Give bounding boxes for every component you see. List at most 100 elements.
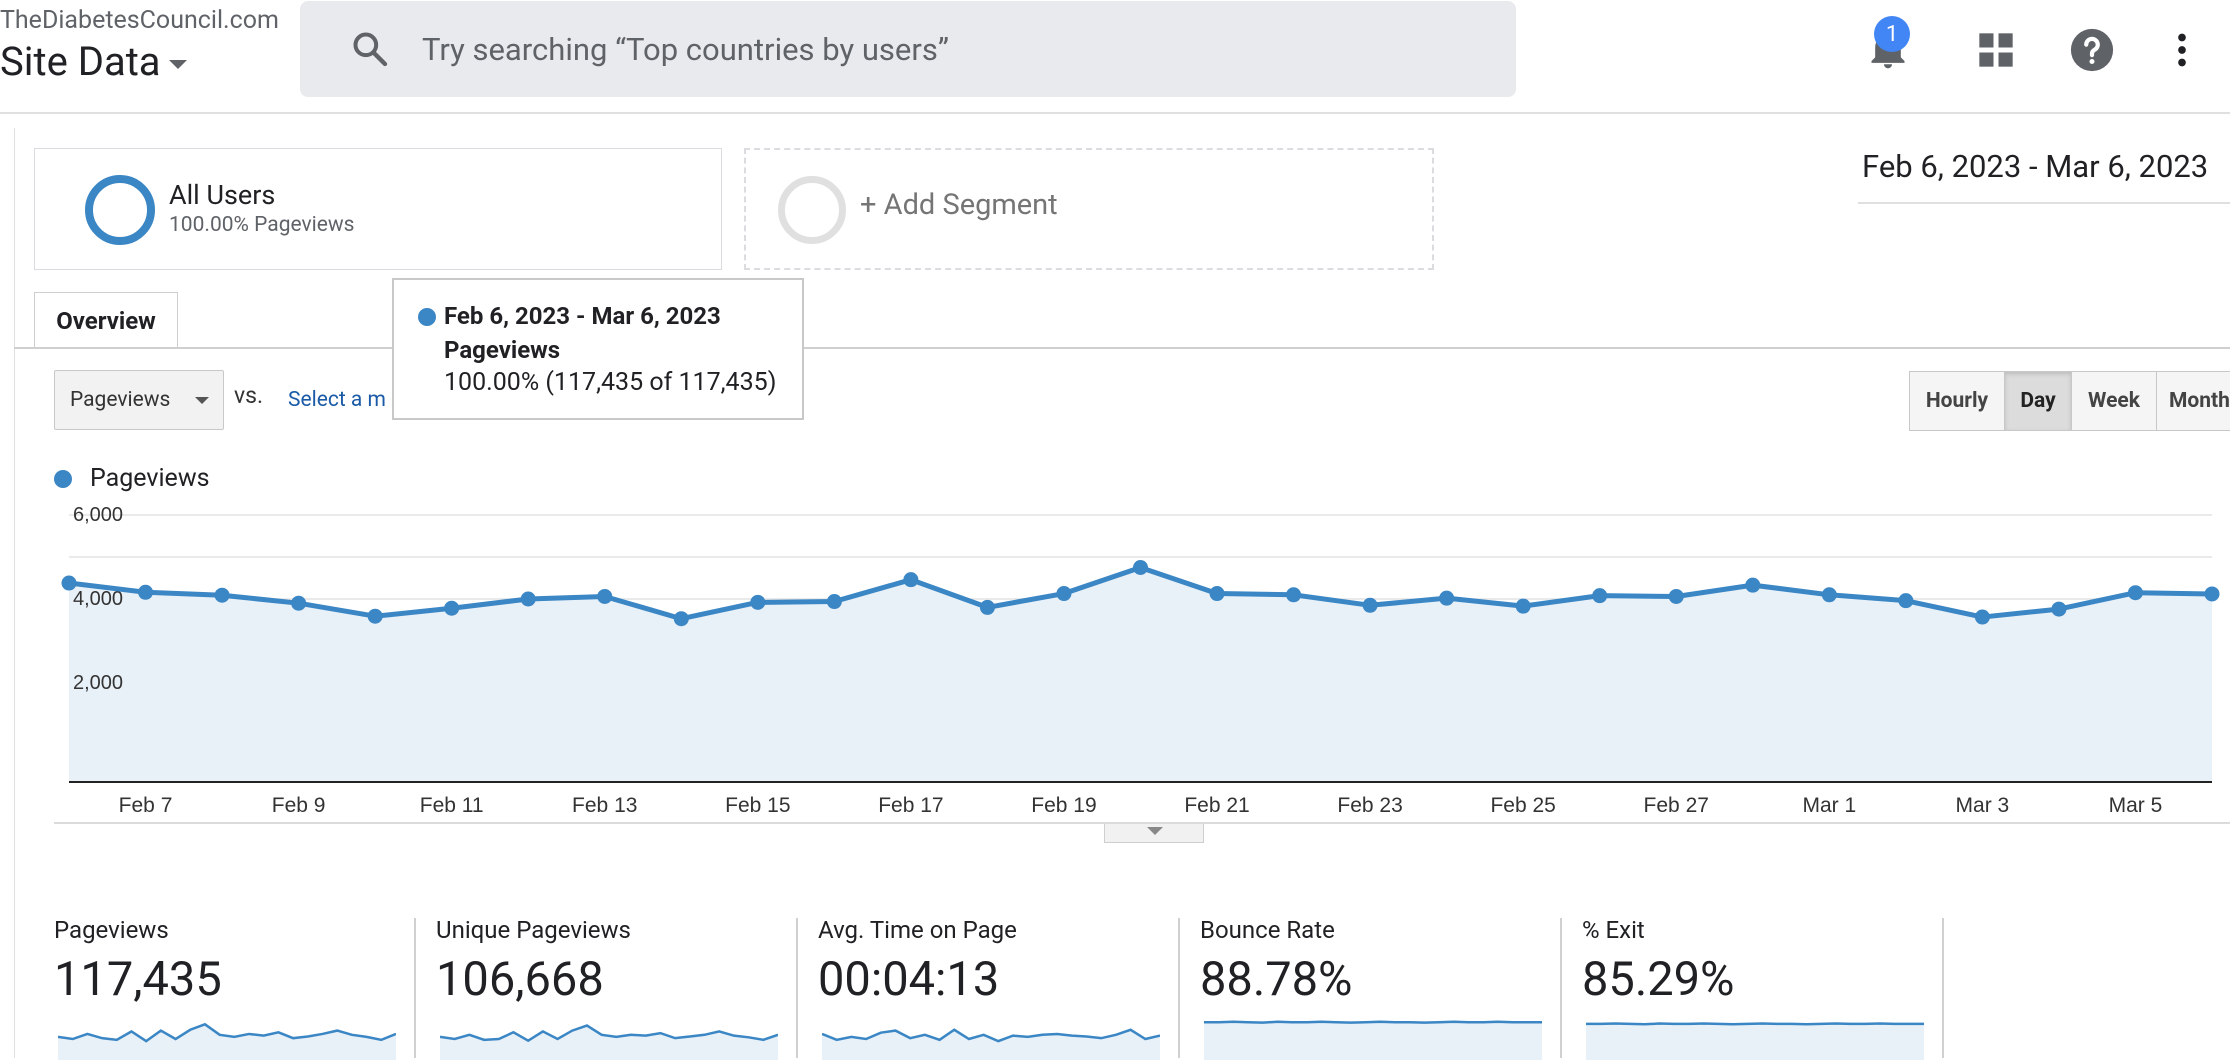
data-point <box>1209 586 1225 602</box>
data-point <box>826 594 842 610</box>
x-tick-label: Feb 13 <box>572 794 637 817</box>
tab-overview[interactable]: Overview <box>34 292 178 348</box>
scorecard-label: Avg. Time on Page <box>818 916 1017 944</box>
sparkline-line <box>822 1028 1160 1043</box>
scorecard-avg-time-on-page[interactable]: Avg. Time on Page 00:04:13 <box>818 912 1200 1060</box>
data-point <box>138 584 154 600</box>
x-tick-label: Feb 17 <box>878 794 943 817</box>
data-point <box>1133 560 1148 575</box>
segment-name: All Users <box>169 179 276 211</box>
y-tick-label: 2,000 <box>73 672 123 694</box>
scorecard-sparkline <box>1586 1022 1924 1060</box>
data-point <box>903 572 919 588</box>
day-button[interactable]: Day <box>2004 371 2072 431</box>
segment-all-users[interactable]: All Users 100.00% Pageviews <box>34 148 722 270</box>
x-tick-label: Mar 3 <box>1956 794 2010 817</box>
help-icon <box>2070 28 2114 72</box>
scorecard-value: 85.29% <box>1582 952 1735 1007</box>
content-left-border <box>14 128 15 1058</box>
scorecard-divider <box>1942 918 1944 1058</box>
help-button[interactable] <box>2060 18 2124 82</box>
tooltip-value: 100.00% (117,435 of 117,435) <box>444 368 777 397</box>
apps-button[interactable] <box>1964 18 2028 82</box>
add-segment-button[interactable]: + Add Segment <box>744 148 1434 270</box>
x-tick-label: Feb 25 <box>1490 794 1555 817</box>
week-button[interactable]: Week <box>2071 371 2157 431</box>
x-tick-label: Mar 1 <box>1802 794 1856 817</box>
sparkline-line <box>1586 1022 1924 1026</box>
legend-marker <box>54 470 72 488</box>
scorecard-divider <box>796 918 798 1058</box>
collapse-chart-handle[interactable] <box>1104 824 1204 843</box>
y-tick-label: 6,000 <box>73 505 123 526</box>
sparkline-line <box>440 1024 778 1043</box>
metric-select[interactable]: Pageviews <box>54 370 224 430</box>
property-name: Site Data <box>0 38 161 85</box>
data-point <box>1592 588 1608 604</box>
scorecard-exit-rate[interactable]: % Exit 85.29% <box>1582 912 1964 1060</box>
tooltip-date-range: Feb 6, 2023 - Mar 6, 2023 <box>444 302 721 330</box>
data-point <box>1362 597 1378 613</box>
x-tick-label: Feb 21 <box>1184 794 1249 817</box>
notification-badge: 1 <box>1874 16 1910 52</box>
x-tick-label: Feb 27 <box>1644 794 1709 817</box>
scorecard-unique-pageviews[interactable]: Unique Pageviews 106,668 <box>436 912 818 1060</box>
account-name[interactable]: TheDiabetesCouncil.com <box>0 6 279 35</box>
x-tick-label: Feb 15 <box>725 794 790 817</box>
scorecard-sparkline <box>822 1028 1160 1060</box>
sparkline-area <box>1586 1023 1924 1060</box>
select-metric-link[interactable]: Select a m <box>288 388 386 412</box>
data-point <box>750 594 766 610</box>
scorecard-label: Bounce Rate <box>1200 916 1335 944</box>
hourly-button[interactable]: Hourly <box>1909 371 2005 431</box>
y-tick-label: 4,000 <box>73 588 123 610</box>
data-point <box>2051 601 2067 617</box>
x-tick-label: Feb 7 <box>119 794 173 817</box>
data-point <box>61 575 77 591</box>
scorecard-value: 117,435 <box>54 952 222 1007</box>
data-point <box>597 588 613 604</box>
caret-down-icon <box>168 60 187 69</box>
scorecard-value: 106,668 <box>436 952 604 1007</box>
data-point <box>2204 586 2220 602</box>
data-point <box>444 600 460 616</box>
more-vert-icon <box>2178 33 2186 67</box>
scorecard-value: 00:04:13 <box>818 952 1000 1007</box>
data-point <box>1286 587 1302 603</box>
scorecard-sparkline <box>58 1022 396 1060</box>
scorecard-pageviews[interactable]: Pageviews 117,435 <box>54 912 436 1060</box>
scorecard-sparkline <box>440 1024 778 1060</box>
add-segment-label: + Add Segment <box>860 188 1058 222</box>
sparkline-line <box>58 1022 396 1043</box>
data-point <box>214 587 230 603</box>
sparkline-line <box>1204 1020 1542 1024</box>
search-bar[interactable]: Try searching “Top countries by users” <box>300 1 1516 97</box>
data-point <box>1668 588 1684 604</box>
caret-down-icon <box>195 397 209 404</box>
sparkline-area <box>822 1029 1160 1060</box>
search-icon <box>353 32 388 67</box>
data-point <box>1974 609 1990 625</box>
sparkline-area <box>58 1024 396 1060</box>
scorecard-bounce-rate[interactable]: Bounce Rate 88.78% <box>1200 912 1582 1060</box>
apps-grid-icon <box>1979 33 2013 67</box>
scorecard-sparkline <box>1204 1020 1542 1060</box>
scorecard-divider <box>414 918 416 1058</box>
more-options-button[interactable] <box>2150 18 2214 82</box>
x-tick-label: Feb 9 <box>272 794 326 817</box>
scorecard-divider <box>1560 918 1562 1058</box>
pageviews-line-chart[interactable]: 6,000 4,000 2,000 Feb 7 Feb 9 Feb 11 Feb 13 Feb… <box>40 505 2230 825</box>
data-point <box>1439 590 1455 606</box>
tab-divider <box>14 347 2230 349</box>
date-range-picker[interactable]: Feb 6, 2023 - Mar 6, 2023 <box>1858 148 2230 204</box>
property-selector[interactable]: Site Data <box>0 38 187 85</box>
data-point <box>291 595 307 611</box>
segment-percentage: 100.00% Pageviews <box>169 213 355 237</box>
data-point <box>1821 587 1837 603</box>
data-point <box>2127 585 2143 601</box>
month-button[interactable]: Month <box>2156 371 2230 431</box>
data-point <box>520 591 536 607</box>
search-placeholder: Try searching “Top countries by users” <box>422 30 949 68</box>
segment-ring-icon <box>85 175 155 245</box>
x-tick-label: Feb 11 <box>420 794 484 817</box>
